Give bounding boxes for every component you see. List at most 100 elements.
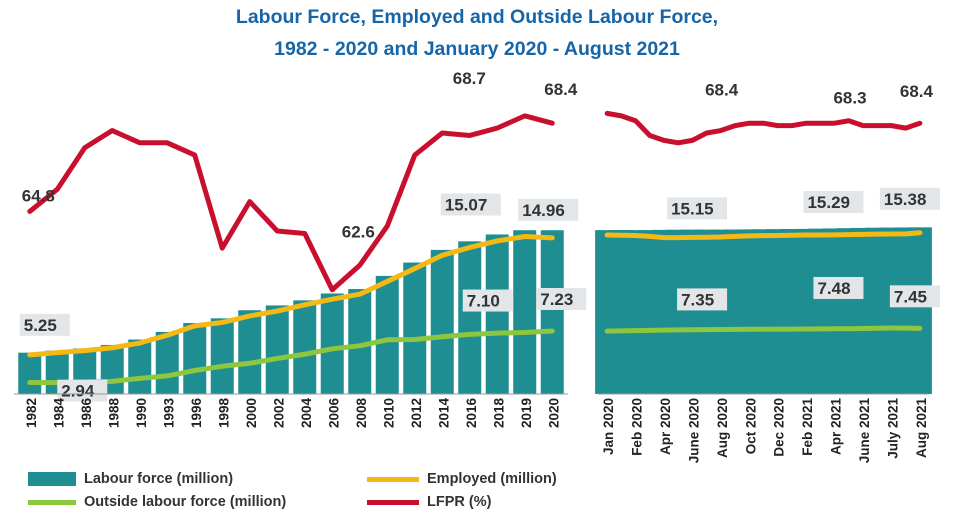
annual-bar-10 [293, 300, 317, 394]
monthly-employed-label-22-box [879, 187, 940, 210]
annual-bar-15 [430, 249, 454, 394]
annual-tick-label-8: 2000 [244, 398, 259, 428]
annual-line-employed [27, 234, 555, 358]
annual-bar-7 [210, 318, 234, 394]
legend-lfpr: LFPR (%) [367, 494, 491, 510]
annual-bar-4 [128, 339, 152, 394]
annual-bar-11 [320, 293, 344, 394]
legend-labour-force: Labour force (million) [28, 471, 233, 487]
monthly-tick-label-14: Feb 2021 [800, 398, 815, 456]
annual-outside-label-1: 2.94 [61, 382, 95, 401]
chart-title-line-1: Labour Force, Employed and Outside Labou… [235, 6, 719, 28]
monthly-lfpr-label-9: 68.4 [705, 81, 739, 100]
monthly-tick-label-4: Apr 2020 [658, 398, 673, 455]
annual-lfpr-label-18: 68.7 [453, 69, 486, 88]
annual-employed-label-0-box [19, 313, 70, 336]
monthly-tick-label-20: July 2021 [885, 398, 900, 459]
monthly-tick-label-12: Dec 2020 [772, 398, 787, 457]
legend-employed-swatch [367, 476, 419, 482]
annual-tick-label-19: 2020 [546, 398, 561, 428]
monthly-employed-label-9: 15.15 [671, 199, 714, 218]
legend-outside-swatch [28, 499, 76, 505]
monthly-line-employed [604, 230, 923, 241]
annual-lfpr-label-19: 68.4 [544, 80, 578, 99]
monthly-tick-label-8: Aug 2020 [715, 398, 730, 458]
annual-tick-label-16: 2016 [464, 398, 479, 429]
annual-outside-label-19: 7.23 [540, 290, 573, 309]
annual-tick-label-11: 2006 [326, 398, 341, 429]
annual-outside-label-1-box [57, 379, 108, 402]
annual-tick-label-9: 2002 [271, 398, 286, 428]
annual-tick-label-2: 1986 [79, 398, 94, 429]
annual-tick-label-5: 1993 [161, 398, 176, 429]
annual-lfpr-label-12: 62.6 [342, 222, 375, 241]
annual-line-lfpr [27, 113, 555, 293]
annual-bar-19 [540, 230, 564, 394]
annual-tick-label-17: 2018 [491, 398, 506, 429]
annual-bar-9 [265, 305, 289, 394]
legend-lfpr-swatch [367, 499, 419, 505]
monthly-tick-label-10: Oct 2020 [743, 398, 758, 454]
annual-outside-label-18: 7.10 [467, 292, 500, 311]
monthly-employed-label-22: 15.38 [884, 190, 927, 209]
monthly-outside-label-22-box [889, 285, 940, 308]
legend-lfpr-label: LFPR (%) [427, 494, 492, 510]
monthly-tick-label-22: Aug 2021 [914, 398, 929, 459]
annual-tick-label-3: 1988 [106, 398, 121, 429]
annual-tick-label-14: 2012 [409, 398, 424, 428]
annual-tick-label-10: 2004 [299, 398, 314, 429]
legend-outside-label: Outside labour force (million) [84, 494, 287, 510]
legend-outside: Outside labour force (million) [28, 494, 286, 510]
monthly-line-outside [604, 325, 923, 334]
annual-bar-17 [485, 234, 509, 394]
monthly-outside-label-9: 7.35 [681, 290, 714, 309]
annual-employed-label-0: 5.25 [24, 316, 57, 335]
annual-bar-18 [513, 230, 537, 394]
monthly-employed-label-20-box [803, 190, 864, 213]
monthly-lfpr-label-22: 68.4 [900, 82, 934, 101]
annual-bar-6 [183, 323, 207, 394]
monthly-outside-label-20: 7.48 [817, 279, 850, 298]
legend-labour-force-swatch [28, 472, 76, 486]
annual-employed-label-18: 15.07 [445, 196, 488, 215]
annual-bar-12 [348, 289, 372, 394]
monthly-line-lfpr [604, 110, 923, 146]
monthly-bar-22 [907, 227, 932, 394]
monthly-tick-label-0: Jan 2020 [601, 398, 616, 455]
monthly-lfpr-label-20: 68.3 [833, 89, 866, 108]
annual-tick-label-15: 2014 [436, 398, 451, 429]
annual-outside-label-19-box [536, 287, 587, 310]
annual-tick-label-6: 1996 [189, 398, 204, 429]
chart-title-line-2: 1982 - 2020 and January 2020 - August 20… [274, 38, 680, 60]
monthly-outside-label-9-box [677, 288, 728, 311]
annual-line-outside [27, 328, 555, 386]
annual-tick-label-4: 1990 [134, 398, 149, 428]
legend-employed: Employed (million) [367, 471, 557, 487]
monthly-employed-label-9-box [667, 197, 728, 220]
annual-bar-16 [458, 241, 482, 394]
annual-lfpr-label-0: 64.8 [22, 186, 55, 205]
monthly-tick-label-16: Apr 2021 [829, 398, 844, 456]
annual-employed-label-19: 14.96 [522, 201, 565, 220]
monthly-employed-label-20: 15.29 [807, 193, 850, 212]
annual-employed-label-18-box [440, 193, 501, 216]
annual-tick-label-1: 1984 [51, 398, 66, 429]
monthly-tick-label-18: June 2021 [857, 398, 872, 464]
legend-labour-force-label: Labour force (million) [84, 471, 234, 487]
annual-bar-14 [403, 262, 427, 394]
annual-tick-label-7: 1998 [216, 398, 231, 429]
annual-bar-13 [375, 275, 399, 394]
monthly-outside-label-22: 7.45 [894, 287, 927, 306]
annual-tick-label-13: 2010 [381, 398, 396, 428]
annual-tick-label-12: 2008 [354, 398, 369, 429]
annual-outside-label-18-box [462, 289, 513, 312]
monthly-outside-label-20-box [813, 276, 864, 299]
annual-tick-label-0: 1982 [24, 398, 39, 428]
annual-bar-5 [155, 331, 179, 394]
monthly-tick-label-2: Feb 2020 [630, 398, 645, 456]
annual-employed-label-19-box [518, 198, 579, 221]
annual-tick-label-18: 2019 [519, 398, 534, 428]
monthly-tick-label-6: June 2020 [686, 398, 701, 463]
